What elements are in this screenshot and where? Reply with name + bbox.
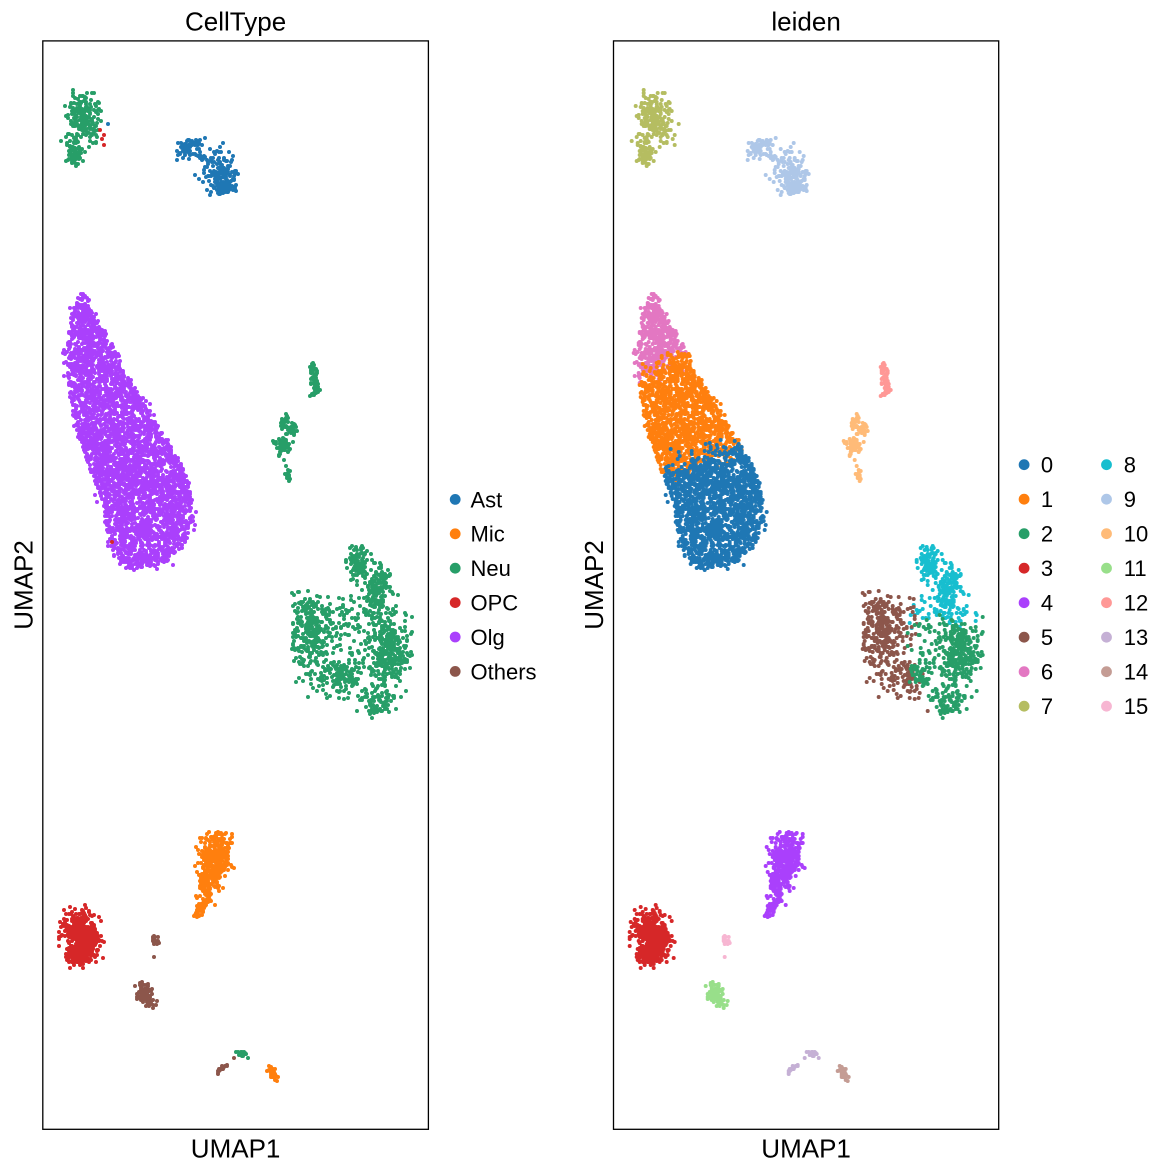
svg-text:UMAP2: UMAP2: [579, 540, 609, 630]
svg-text:10: 10: [1124, 522, 1148, 547]
svg-text:OPC: OPC: [471, 591, 519, 616]
svg-text:15: 15: [1124, 694, 1148, 719]
svg-text:UMAP1: UMAP1: [761, 1133, 851, 1163]
svg-text:Ast: Ast: [471, 487, 503, 512]
svg-text:9: 9: [1124, 487, 1136, 512]
svg-text:6: 6: [1041, 660, 1053, 685]
svg-text:1: 1: [1041, 487, 1053, 512]
svg-text:UMAP1: UMAP1: [191, 1133, 281, 1163]
svg-text:12: 12: [1124, 591, 1148, 616]
svg-text:13: 13: [1124, 625, 1148, 650]
svg-text:8: 8: [1124, 453, 1136, 478]
svg-text:CellType: CellType: [185, 7, 286, 37]
svg-text:0: 0: [1041, 453, 1053, 478]
svg-text:11: 11: [1124, 556, 1147, 581]
svg-text:Neu: Neu: [471, 556, 511, 581]
svg-text:7: 7: [1041, 694, 1053, 719]
svg-text:3: 3: [1041, 556, 1053, 581]
svg-text:5: 5: [1041, 625, 1053, 650]
svg-text:Others: Others: [471, 659, 537, 684]
svg-text:UMAP2: UMAP2: [8, 540, 38, 630]
svg-text:4: 4: [1041, 591, 1053, 616]
svg-text:leiden: leiden: [771, 7, 840, 37]
svg-text:2: 2: [1041, 522, 1053, 547]
svg-text:14: 14: [1124, 660, 1148, 685]
svg-text:Olg: Olg: [471, 625, 505, 650]
svg-text:Mic: Mic: [471, 522, 505, 547]
